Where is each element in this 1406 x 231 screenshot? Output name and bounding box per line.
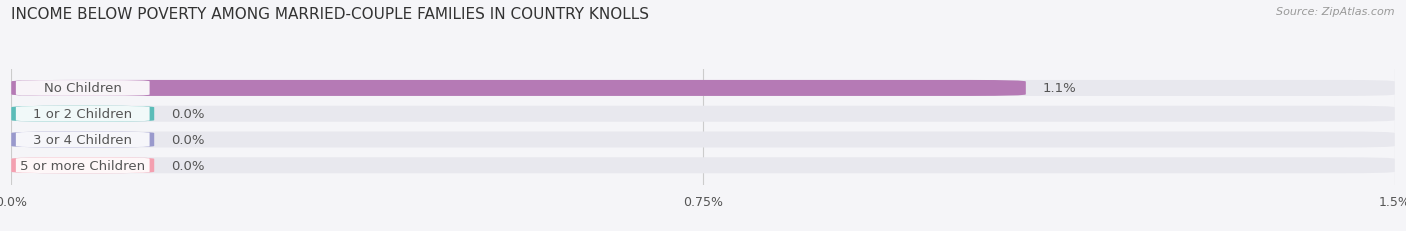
- Text: Source: ZipAtlas.com: Source: ZipAtlas.com: [1277, 7, 1395, 17]
- FancyBboxPatch shape: [11, 158, 155, 173]
- Text: 5 or more Children: 5 or more Children: [20, 159, 145, 172]
- Text: 0.0%: 0.0%: [170, 134, 204, 146]
- FancyBboxPatch shape: [11, 81, 1395, 97]
- Text: 1.1%: 1.1%: [1042, 82, 1076, 95]
- FancyBboxPatch shape: [11, 158, 1395, 173]
- FancyBboxPatch shape: [11, 132, 155, 148]
- Text: INCOME BELOW POVERTY AMONG MARRIED-COUPLE FAMILIES IN COUNTRY KNOLLS: INCOME BELOW POVERTY AMONG MARRIED-COUPL…: [11, 7, 650, 22]
- Text: 3 or 4 Children: 3 or 4 Children: [34, 134, 132, 146]
- FancyBboxPatch shape: [11, 132, 1395, 148]
- FancyBboxPatch shape: [11, 81, 1026, 97]
- FancyBboxPatch shape: [15, 132, 149, 148]
- FancyBboxPatch shape: [15, 81, 149, 96]
- FancyBboxPatch shape: [15, 106, 149, 122]
- FancyBboxPatch shape: [11, 106, 1395, 122]
- Text: 0.0%: 0.0%: [170, 108, 204, 121]
- Text: 1 or 2 Children: 1 or 2 Children: [34, 108, 132, 121]
- FancyBboxPatch shape: [15, 158, 149, 173]
- FancyBboxPatch shape: [11, 106, 155, 122]
- Text: 0.0%: 0.0%: [170, 159, 204, 172]
- Text: No Children: No Children: [44, 82, 122, 95]
